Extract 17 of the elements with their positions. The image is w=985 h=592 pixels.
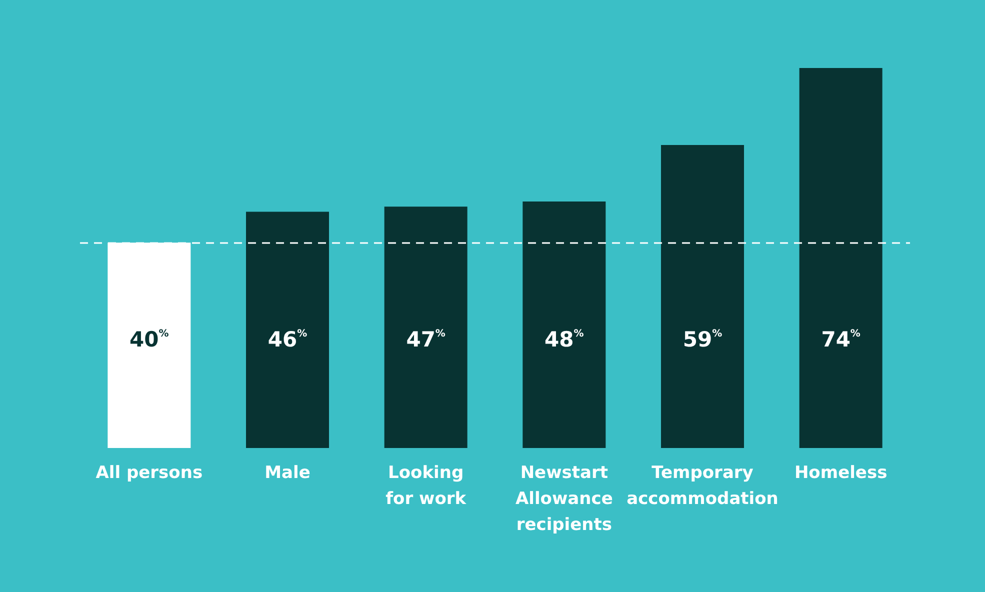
x-tick-label: Male <box>264 463 310 483</box>
data-label: 40% <box>130 328 169 352</box>
bar <box>661 145 744 448</box>
bar <box>384 206 468 448</box>
x-tick-label: Temporary accommodation <box>626 463 778 509</box>
bar <box>799 68 882 448</box>
x-tick-label: Looking for work <box>386 463 467 509</box>
data-label: 74% <box>821 328 860 352</box>
x-tick-label: Homeless <box>794 463 888 483</box>
bar <box>522 202 606 448</box>
bar <box>246 212 329 448</box>
x-tick-label: Newstart Allowance recipients <box>515 463 613 535</box>
data-label: 48% <box>544 328 584 352</box>
data-label: 46% <box>268 328 308 352</box>
data-label: 59% <box>682 328 722 352</box>
x-tick-label: All persons <box>96 463 203 483</box>
data-label: 47% <box>406 328 446 352</box>
